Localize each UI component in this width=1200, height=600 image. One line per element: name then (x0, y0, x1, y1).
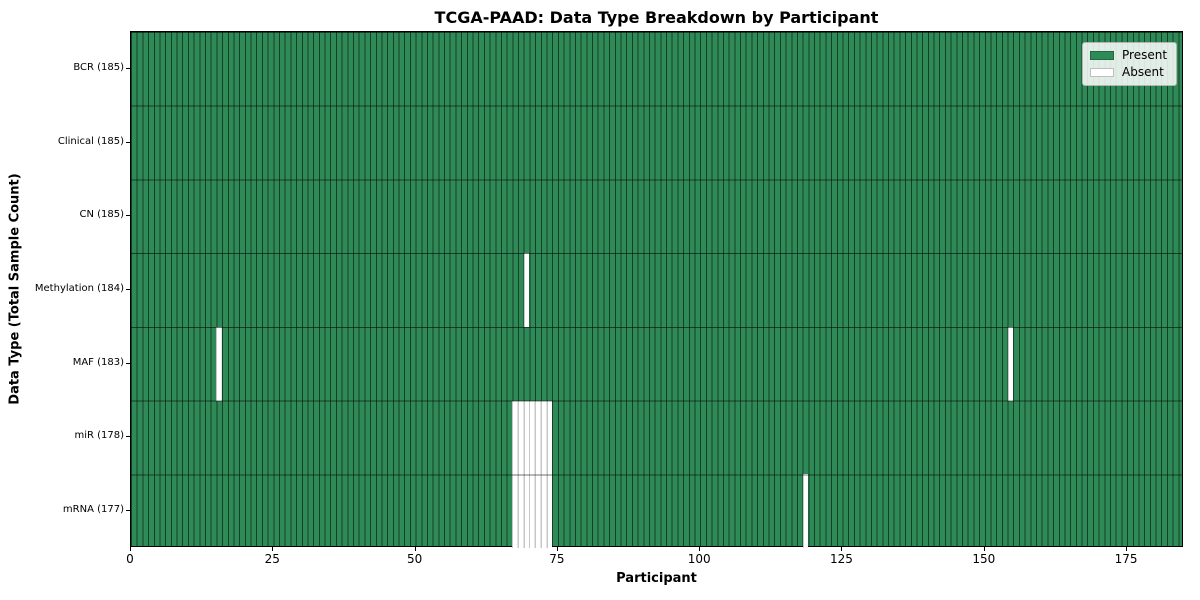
xtick-mark (130, 547, 131, 551)
legend-entry-absent: Absent (1090, 64, 1167, 81)
absent-cell (216, 326, 223, 401)
ytick-label-mrna: mRNA (177) (62, 504, 124, 516)
xtick-label: 75 (549, 552, 565, 566)
xtick-mark (1126, 547, 1128, 551)
ytick-mark (125, 362, 130, 364)
legend-entry-present: Present (1090, 47, 1167, 64)
xtick-label: 50 (406, 552, 423, 566)
ytick-label-cn: CN (185) (79, 209, 124, 221)
legend-swatch-icon (1090, 68, 1114, 77)
ytick-mark (125, 67, 130, 69)
ytick-mark (125, 510, 130, 512)
ytick-mark (125, 215, 130, 217)
xtick-mark (272, 547, 274, 551)
xtick-mark (841, 547, 843, 551)
ytick-mark (125, 289, 130, 290)
absent-cell (523, 253, 530, 327)
ytick-label-maf: MAF (183) (72, 356, 124, 368)
absent-cell (546, 474, 553, 548)
row-separator-lines (131, 32, 1182, 546)
ytick-label-bcr: BCR (185) (73, 61, 124, 73)
xtick-mark (983, 547, 985, 551)
xtick-label: 175 (1114, 552, 1138, 566)
ytick-mark (125, 141, 130, 143)
absent-cell (802, 474, 809, 548)
plot-area (130, 31, 1183, 548)
xtick-mark (414, 547, 416, 551)
legend: Present Absent (1082, 42, 1178, 86)
x-axis-label: Participant (616, 571, 697, 586)
legend-swatch-icon (1090, 51, 1114, 60)
absent-cell (546, 400, 553, 475)
ytick-label-mir: miR (178) (74, 430, 124, 442)
xtick-label: 100 (687, 552, 711, 566)
xtick-label: 125 (830, 552, 853, 566)
absent-cell (1007, 326, 1014, 401)
legend-label: Absent (1122, 65, 1164, 79)
xtick-label: 0 (126, 552, 134, 566)
ytick-label-clinical: Clinical (185) (57, 135, 124, 147)
xtick-label: 150 (972, 552, 996, 566)
xtick-label: 25 (264, 552, 280, 566)
xtick-mark (699, 547, 701, 551)
legend-label: Present (1122, 48, 1168, 62)
xtick-mark (556, 547, 558, 551)
ytick-mark (125, 436, 130, 438)
chart-title: TCGA-PAAD: Data Type Breakdown by Partic… (434, 8, 879, 27)
ytick-label-methylation: Methylation (184) (34, 283, 124, 294)
